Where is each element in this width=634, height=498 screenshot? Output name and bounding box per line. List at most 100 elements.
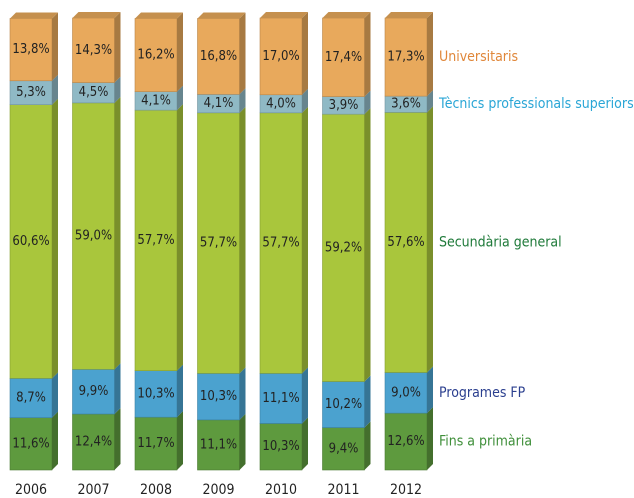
- bar-side: [427, 90, 433, 113]
- value-label: 9,9%: [79, 384, 109, 399]
- bar-front: [134, 18, 178, 92]
- value-label: 57,7%: [200, 236, 237, 251]
- bar-segment: [322, 90, 371, 115]
- bar-top: [135, 12, 183, 19]
- bar-front: [384, 17, 428, 97]
- bar-side: [427, 407, 433, 470]
- bar-segment: [134, 411, 183, 471]
- value-label: 10,3%: [200, 389, 237, 404]
- bar-segment: [384, 366, 433, 414]
- bar-side: [239, 106, 246, 374]
- legend-label: Universitaris: [439, 49, 518, 65]
- bar-side: [302, 367, 308, 424]
- value-label: 8,7%: [16, 390, 46, 405]
- bar-side: [114, 96, 121, 370]
- bar-front: [9, 18, 53, 82]
- bar-side: [52, 372, 58, 418]
- bar-front: [72, 102, 115, 370]
- value-label: 4,1%: [141, 93, 171, 108]
- bar-front: [197, 112, 240, 374]
- value-label: 3,9%: [329, 98, 359, 113]
- value-label: 57,6%: [387, 235, 424, 250]
- x-tick-label: 2009: [202, 482, 234, 498]
- bar-front: [322, 113, 365, 382]
- x-tick-label: 2008: [140, 482, 172, 498]
- value-label: 5,3%: [16, 85, 46, 100]
- bar-front: [9, 104, 53, 379]
- bar-front: [9, 378, 53, 418]
- bar-side: [427, 106, 433, 373]
- value-label: 16,8%: [200, 49, 237, 64]
- bar-side: [52, 74, 58, 105]
- bar-side: [114, 363, 121, 415]
- bar-side: [239, 88, 246, 113]
- value-label: 16,2%: [137, 48, 174, 63]
- bar-segment: [259, 88, 308, 114]
- x-tick-label: 2006: [15, 482, 47, 498]
- value-label: 13,8%: [12, 42, 49, 57]
- bar-side: [302, 88, 308, 113]
- bar-side: [177, 85, 183, 111]
- bar-segment: [9, 98, 58, 379]
- bar-front: [322, 427, 365, 471]
- value-label: 11,1%: [262, 391, 299, 406]
- bar-segment: [322, 421, 371, 471]
- value-label: 12,6%: [387, 434, 424, 449]
- value-label: 17,0%: [262, 49, 299, 64]
- bar-side: [302, 12, 308, 95]
- bar-side: [364, 375, 371, 428]
- bar-top: [322, 12, 371, 18]
- value-label: 17,3%: [387, 50, 424, 65]
- value-label: 11,6%: [12, 436, 49, 451]
- bar-side: [52, 12, 58, 81]
- bar-segment: [72, 408, 121, 471]
- x-tick-label: 2007: [77, 482, 109, 498]
- bar-side: [114, 408, 121, 470]
- bar-front: [9, 417, 53, 471]
- bar-side: [302, 106, 308, 374]
- bar-segment: [384, 407, 433, 471]
- bar-side: [114, 12, 121, 83]
- value-label: 9,4%: [329, 441, 359, 456]
- bar-side: [177, 364, 183, 418]
- bar-segment: [134, 364, 183, 418]
- bar-side: [52, 411, 58, 470]
- bar-side: [177, 411, 183, 470]
- bar-segment: [72, 363, 121, 415]
- value-label: 10,3%: [137, 386, 174, 401]
- bar-side: [177, 12, 183, 92]
- bar-segment: [197, 367, 246, 421]
- bar-segment: [9, 12, 58, 82]
- bar-front: [197, 18, 240, 95]
- bar-top: [385, 12, 433, 18]
- bar-segment: [197, 106, 246, 374]
- bar-side: [364, 90, 371, 115]
- bar-segment: [197, 88, 246, 114]
- value-label: 11,1%: [200, 437, 237, 452]
- bar-front: [72, 369, 115, 415]
- bar-top: [260, 12, 308, 18]
- value-label: 10,2%: [325, 397, 362, 412]
- value-label: 57,7%: [137, 233, 174, 248]
- bar-side: [364, 108, 371, 382]
- bar-segment: [72, 12, 121, 83]
- bar-segment: [322, 12, 371, 97]
- bar-segment: [134, 85, 183, 111]
- bar-segment: [322, 108, 371, 382]
- value-label: 12,4%: [75, 435, 112, 450]
- bar-segment: [384, 12, 433, 97]
- bar-side: [302, 417, 308, 470]
- bar-side: [239, 12, 246, 95]
- legend-label: Tècnics professionals superiors: [438, 96, 634, 112]
- bar-top: [72, 12, 121, 18]
- bar-side: [239, 413, 246, 470]
- x-tick-label: 2011: [327, 482, 359, 498]
- bar-segment: [259, 417, 308, 471]
- value-label: 14,3%: [75, 43, 112, 58]
- legend-label: Fins a primària: [439, 434, 532, 450]
- bar-side: [52, 98, 58, 379]
- bar-segment: [384, 106, 433, 373]
- bar-segment: [72, 96, 121, 370]
- bar-side: [114, 76, 121, 103]
- bar-front: [259, 112, 303, 374]
